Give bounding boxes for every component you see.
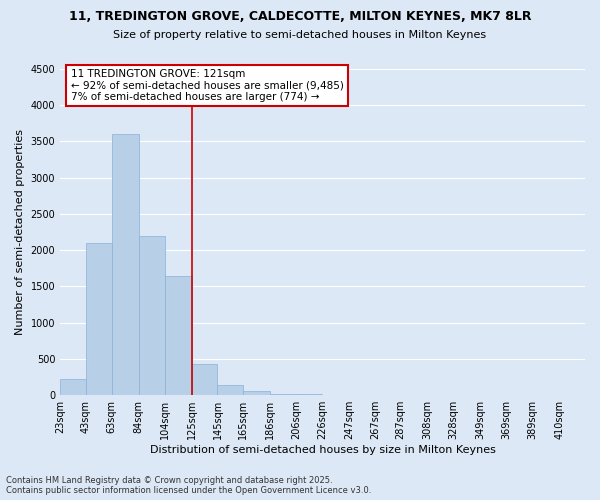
Y-axis label: Number of semi-detached properties: Number of semi-detached properties: [15, 129, 25, 335]
Text: Size of property relative to semi-detached houses in Milton Keynes: Size of property relative to semi-detach…: [113, 30, 487, 40]
Bar: [139, 236, 164, 395]
Bar: [296, 394, 322, 395]
Bar: [191, 364, 217, 395]
Text: Contains HM Land Registry data © Crown copyright and database right 2025.
Contai: Contains HM Land Registry data © Crown c…: [6, 476, 371, 495]
Bar: [217, 385, 243, 395]
Bar: [112, 134, 139, 395]
X-axis label: Distribution of semi-detached houses by size in Milton Keynes: Distribution of semi-detached houses by …: [149, 445, 496, 455]
Bar: [164, 276, 191, 395]
Text: 11 TREDINGTON GROVE: 121sqm
← 92% of semi-detached houses are smaller (9,485)
7%: 11 TREDINGTON GROVE: 121sqm ← 92% of sem…: [71, 69, 344, 102]
Text: 11, TREDINGTON GROVE, CALDECOTTE, MILTON KEYNES, MK7 8LR: 11, TREDINGTON GROVE, CALDECOTTE, MILTON…: [69, 10, 531, 23]
Bar: [60, 378, 86, 395]
Bar: [86, 243, 112, 395]
Bar: [271, 394, 296, 395]
Bar: [243, 391, 271, 395]
